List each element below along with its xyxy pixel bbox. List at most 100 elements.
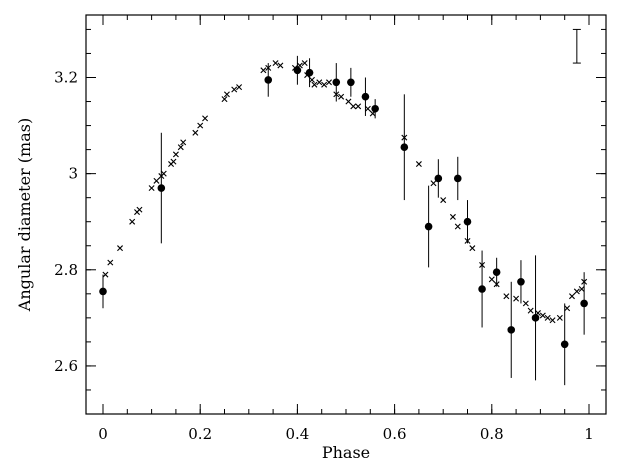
cross-stroke xyxy=(321,81,328,88)
cross-point xyxy=(277,62,284,69)
circle-point xyxy=(531,255,540,381)
cross-point xyxy=(568,293,575,300)
cross-stroke xyxy=(272,60,279,67)
cross-stroke xyxy=(277,62,284,69)
circle-point xyxy=(434,159,443,198)
cross-stroke xyxy=(454,223,461,230)
x-axis-ticks: 0 0.2 0.4 0.6 0.8 1 xyxy=(98,15,594,443)
cross-stroke xyxy=(415,161,422,168)
data-dot xyxy=(371,104,379,113)
y-tick-label: 3.2 xyxy=(54,68,78,86)
cross-stroke xyxy=(148,185,155,192)
circle-point xyxy=(517,260,525,304)
data-dot xyxy=(463,217,472,226)
cross-stroke xyxy=(527,307,534,314)
y-axis-ticks: 2.6 2.8 3 3.2 xyxy=(54,28,606,415)
cross-point xyxy=(364,105,371,112)
cross-point xyxy=(544,314,551,321)
cross-series xyxy=(102,60,588,324)
cross-point xyxy=(231,86,238,93)
cross-stroke xyxy=(192,129,199,136)
circle-point xyxy=(99,274,107,309)
cross-point xyxy=(326,79,332,86)
circle-point xyxy=(305,58,314,88)
data-dot xyxy=(361,92,370,101)
x-tick-label: 1 xyxy=(584,425,594,443)
annotations xyxy=(572,28,581,64)
y-tick-label: 2.6 xyxy=(54,357,78,375)
cross-stroke xyxy=(364,105,371,112)
cross-point xyxy=(549,317,556,324)
cross-stroke xyxy=(539,312,546,319)
cross-stroke xyxy=(311,81,318,88)
cross-stroke xyxy=(107,259,114,266)
data-dot xyxy=(293,66,302,75)
cross-point xyxy=(454,223,461,230)
cross-point xyxy=(440,197,447,204)
error-scale-bar xyxy=(572,28,581,64)
cross-point xyxy=(148,185,155,192)
data-dot xyxy=(332,78,341,87)
circle-point xyxy=(424,185,433,268)
circle-point xyxy=(361,77,370,116)
cross-stroke xyxy=(544,314,551,321)
plot-frame xyxy=(85,14,607,415)
cross-stroke xyxy=(430,180,437,187)
x-axis-title: Phase xyxy=(322,443,370,462)
circle-point xyxy=(560,303,569,386)
data-dot xyxy=(531,314,540,322)
cross-point xyxy=(260,67,267,74)
cross-stroke xyxy=(236,84,243,91)
cross-stroke xyxy=(136,206,143,213)
cross-point xyxy=(415,161,422,168)
cross-stroke xyxy=(338,93,345,100)
cross-point xyxy=(469,245,476,252)
cross-point xyxy=(107,259,114,266)
x-tick-label: 0.8 xyxy=(480,425,504,443)
cross-point xyxy=(223,91,230,98)
cross-point xyxy=(522,300,529,307)
circle-point xyxy=(453,156,462,201)
data-dot xyxy=(507,326,516,334)
cross-point xyxy=(311,81,318,88)
cross-stroke xyxy=(488,276,495,283)
cross-point xyxy=(117,245,124,252)
cross-point xyxy=(338,93,345,100)
y-tick-label: 3 xyxy=(68,165,78,183)
cross-stroke xyxy=(316,79,323,86)
cross-stroke xyxy=(326,79,332,86)
cross-stroke xyxy=(568,293,575,300)
cross-stroke xyxy=(221,96,228,103)
cross-stroke xyxy=(564,305,571,312)
cross-stroke xyxy=(503,293,510,300)
data-dot xyxy=(264,76,273,84)
cross-stroke xyxy=(172,151,179,158)
circle-point xyxy=(463,200,472,244)
data-dot xyxy=(517,278,525,286)
cross-point xyxy=(180,139,187,146)
plot-border xyxy=(85,14,607,415)
data-dot xyxy=(434,174,443,183)
data-dot xyxy=(453,174,462,183)
cross-point xyxy=(355,103,362,110)
cross-point xyxy=(513,295,520,302)
cross-point xyxy=(272,60,279,67)
cross-point xyxy=(153,177,160,184)
cross-stroke xyxy=(469,245,476,252)
circle-point xyxy=(293,55,302,85)
cross-point xyxy=(503,293,510,300)
cross-stroke xyxy=(522,300,529,307)
data-dot xyxy=(347,78,355,87)
cross-stroke xyxy=(549,317,556,324)
x-tick-label: 0 xyxy=(98,425,108,443)
cross-stroke xyxy=(345,98,352,105)
cross-point xyxy=(136,206,143,213)
cross-stroke xyxy=(153,177,160,184)
circle-point xyxy=(478,250,486,328)
circle-point xyxy=(371,99,379,119)
cross-stroke xyxy=(177,144,184,151)
cross-point xyxy=(129,218,136,225)
data-dot xyxy=(99,287,107,296)
cross-stroke xyxy=(170,158,177,165)
cross-point xyxy=(308,76,315,83)
